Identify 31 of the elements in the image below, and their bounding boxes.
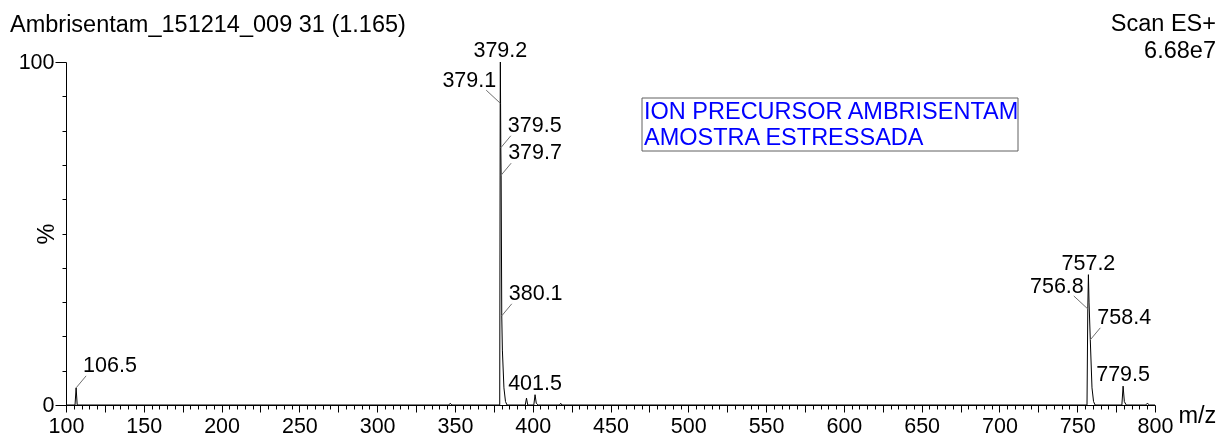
annotation: 379.1	[442, 68, 497, 93]
annotation: 758.4	[1097, 304, 1152, 329]
x-tick-label: 400	[515, 413, 552, 438]
x-tick-label: 700	[981, 413, 1018, 438]
annotation: 379.2	[473, 38, 528, 62]
annotation: 380.1	[508, 280, 563, 305]
annotation: 379.7	[508, 140, 562, 165]
x-tick-label: 250	[281, 413, 318, 438]
x-tick-label: 350	[437, 413, 474, 438]
annotation: 756.8	[1029, 273, 1084, 298]
x-tick-label: 450	[593, 413, 629, 438]
annotation: 6.68e7	[1144, 37, 1216, 63]
x-tick-label: 300	[359, 413, 396, 438]
annotation: 401.5	[508, 370, 562, 395]
x-tick-label: 150	[126, 413, 163, 438]
annotation: 379.5	[507, 112, 562, 137]
x-tick-label: 800	[1137, 413, 1174, 438]
annotation: 757.2	[1061, 250, 1116, 275]
annotation: 106.5	[83, 352, 137, 377]
x-tick-label: 500	[670, 413, 707, 438]
x-tick-label: 750	[1059, 413, 1096, 438]
x-tick-label: 200	[204, 413, 241, 438]
x-axis-title: m/z	[1178, 401, 1217, 428]
annotation: ION PRECURSOR AMBRISENTAM AMOSTRA ESTRESSADA	[644, 98, 1019, 150]
text: Scan ES+	[1110, 10, 1216, 36]
x-tick-label: 550	[748, 413, 785, 438]
x-tick-label: 600	[826, 413, 863, 438]
annotation: 779.5	[1096, 362, 1151, 387]
y-axis-title: %	[32, 223, 59, 245]
chart-title: Ambrisentam_151214_009 31 (1.165)	[10, 10, 406, 37]
x-tick-label: 650	[904, 413, 941, 438]
